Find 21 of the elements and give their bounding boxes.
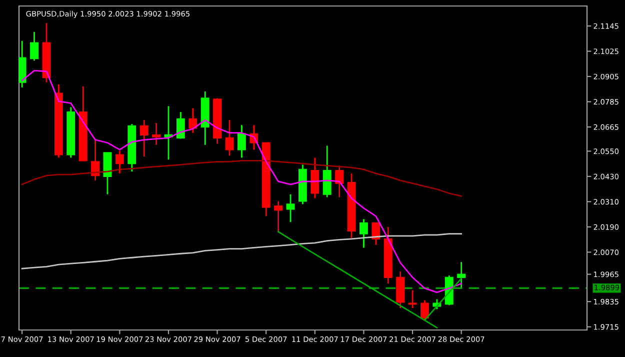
candlestick [115, 150, 124, 174]
candlestick [188, 108, 198, 134]
candlestick [359, 218, 368, 248]
candlestick [225, 119, 234, 156]
candlestick [91, 139, 100, 182]
candlestick [457, 261, 466, 288]
candlestick [322, 145, 332, 198]
candlestick [103, 152, 112, 195]
candlestick [335, 164, 344, 198]
candlestick [310, 156, 320, 199]
candlestick [408, 290, 417, 309]
candlestick [372, 222, 380, 246]
candlestick [286, 194, 295, 223]
candlestick [237, 124, 246, 158]
line-series [21, 160, 462, 197]
candlestick [274, 200, 283, 232]
candlestick [140, 119, 148, 158]
candlestick [152, 122, 160, 146]
candlestick [30, 31, 38, 62]
candlestick [420, 300, 429, 321]
candlestick [176, 111, 185, 140]
